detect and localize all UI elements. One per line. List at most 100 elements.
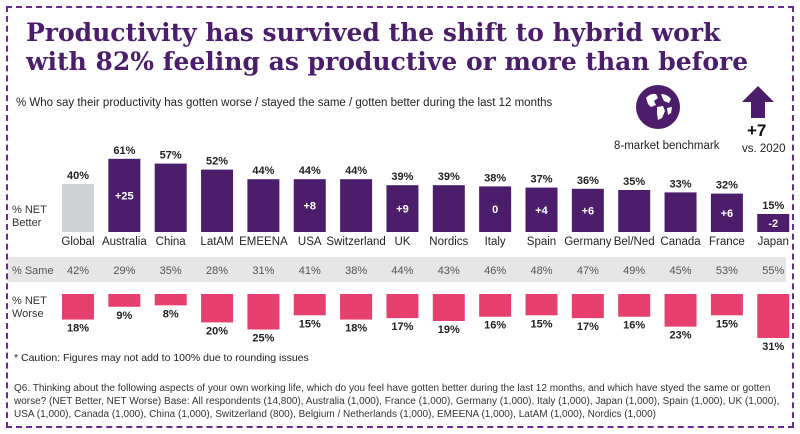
better-bar	[710, 193, 743, 232]
worse-bar	[293, 294, 326, 316]
worse-bar	[479, 294, 512, 317]
category-label: Germany	[564, 236, 612, 248]
better-value-label: 38%	[484, 172, 506, 184]
better-value-label: 57%	[160, 150, 182, 162]
same-row-band	[8, 257, 786, 282]
better-value-label: 32%	[716, 180, 738, 192]
better-bar	[618, 190, 651, 232]
category-label: Nordics	[429, 236, 468, 248]
better-bar	[525, 187, 558, 232]
better-value-label: 36%	[577, 175, 599, 187]
better-bar	[479, 186, 512, 232]
better-value-label: 40%	[67, 170, 89, 182]
same-value-label: 28%	[206, 265, 228, 277]
page-title: Productivity has survived the shift to h…	[26, 18, 749, 76]
better-bar	[386, 185, 419, 232]
worse-bar	[571, 294, 604, 319]
worse-value-label: 23%	[670, 330, 692, 342]
worse-value-label: 15%	[530, 318, 552, 330]
worse-value-label: 15%	[299, 318, 321, 330]
worse-value-label: 31%	[762, 341, 784, 353]
worse-bar	[247, 294, 280, 330]
worse-value-label: 18%	[345, 323, 367, 335]
same-value-label: 53%	[716, 265, 738, 277]
same-value-label: 29%	[113, 265, 135, 277]
change-vs-2020-label: +25	[115, 190, 134, 202]
worse-bar	[154, 294, 187, 306]
worse-bar	[710, 294, 743, 316]
category-label: Canada	[660, 236, 701, 248]
category-label: Switzerland	[326, 236, 385, 248]
change-vs-2020-label: -2	[768, 218, 778, 230]
better-bar	[293, 179, 326, 232]
category-label: LatAM	[200, 236, 233, 248]
worse-bar	[432, 294, 465, 321]
better-value-label: 61%	[113, 145, 135, 157]
worse-value-label: 17%	[577, 321, 599, 333]
globe-icon	[636, 85, 680, 129]
category-label: Bel/Ned	[614, 236, 655, 248]
better-bar	[201, 169, 234, 232]
same-row-label: % Same	[12, 265, 54, 277]
better-value-label: 37%	[530, 174, 552, 186]
better-bar	[247, 179, 280, 232]
worse-bar	[525, 294, 558, 316]
worse-bar	[618, 294, 651, 317]
worse-row-label-line1: % NET	[12, 295, 47, 307]
category-label: Italy	[485, 236, 506, 248]
arrow-up-icon	[742, 86, 774, 118]
worse-value-label: 18%	[67, 323, 89, 335]
change-vs-2020-label: +6	[582, 205, 595, 217]
worse-row-label-line2: Worse	[12, 308, 44, 320]
same-value-label: 44%	[391, 265, 413, 277]
better-value-label: 44%	[252, 165, 274, 177]
same-value-label: 41%	[299, 265, 321, 277]
better-value-label: 39%	[438, 171, 460, 183]
worse-value-label: 9%	[116, 310, 132, 322]
better-value-label: 44%	[345, 165, 367, 177]
worse-value-label: 16%	[623, 320, 645, 332]
worse-bar	[664, 294, 697, 327]
change-vs-2020-label: +8	[303, 201, 316, 213]
same-value-label: 55%	[762, 265, 784, 277]
category-label: UK	[394, 236, 410, 248]
change-vs-2020-label: +9	[396, 204, 409, 216]
worse-bar	[62, 294, 94, 320]
better-value-label: 15%	[762, 200, 784, 212]
better-bar	[432, 185, 465, 232]
worse-value-label: 19%	[438, 324, 460, 336]
worse-value-label: 15%	[716, 318, 738, 330]
worse-bar	[757, 294, 790, 339]
better-bar	[571, 188, 604, 232]
same-value-label: 48%	[530, 265, 552, 277]
same-value-label: 38%	[345, 265, 367, 277]
better-value-label: 52%	[206, 156, 228, 168]
better-row-label-line2: Better	[12, 217, 42, 229]
worse-bar	[201, 294, 234, 323]
change-vs-2020-label: +6	[721, 208, 734, 220]
worse-bar	[386, 294, 419, 319]
better-bar	[757, 214, 790, 232]
better-value-label: 39%	[391, 171, 413, 183]
better-bar	[154, 163, 187, 232]
better-value-label: 33%	[670, 178, 692, 190]
chart-subtitle: % Who say their productivity has gotten …	[16, 97, 553, 109]
benchmark-label: 8-market benchmark	[614, 140, 720, 152]
same-value-label: 43%	[438, 265, 460, 277]
dashed-border	[6, 6, 794, 428]
category-label: EMEENA	[239, 236, 288, 248]
worse-value-label: 16%	[484, 320, 506, 332]
benchmark-delta: +7	[747, 121, 767, 140]
category-label: USA	[298, 236, 322, 248]
category-label: France	[709, 236, 745, 248]
same-value-label: 35%	[160, 265, 182, 277]
question-text: Q6. Thinking about the following aspects…	[14, 383, 780, 420]
category-label: China	[156, 236, 187, 248]
category-label: Australia	[102, 236, 147, 248]
category-label: Spain	[527, 236, 556, 248]
category-label: Japan	[758, 236, 789, 248]
worse-value-label: 20%	[206, 325, 228, 337]
better-value-label: 44%	[299, 165, 321, 177]
same-value-label: 47%	[577, 265, 599, 277]
